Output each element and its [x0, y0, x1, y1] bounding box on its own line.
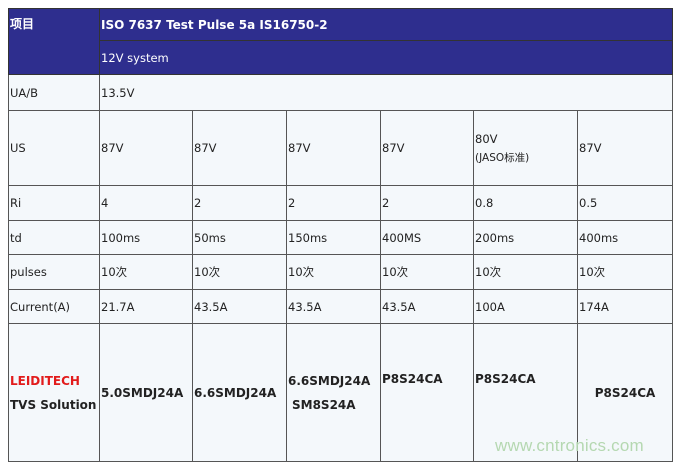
cell: 43.5A: [380, 289, 474, 324]
ua-value: 13.5V: [98, 74, 674, 111]
cell: 200ms: [473, 220, 578, 255]
cell: 10次: [380, 254, 474, 290]
row-us: US 87V 87V 87V 87V 80V (JASO标准) 87V: [8, 110, 674, 186]
cell: 87V: [99, 110, 193, 186]
row-label-current: Current(A): [8, 289, 100, 324]
row-label-ri: Ri: [8, 185, 100, 221]
cell: 87V: [286, 110, 381, 186]
row-current: Current(A) 21.7A 43.5A 43.5A 43.5A 100A …: [8, 289, 674, 324]
cell: 10次: [286, 254, 381, 290]
cell-value-extra: SM8S24A: [292, 397, 356, 412]
cell: 150ms: [286, 220, 381, 255]
cell: 43.5A: [192, 289, 287, 324]
cell: 0.5: [576, 185, 674, 221]
row-ri: Ri 4 2 2 2 0.8 0.5: [8, 185, 674, 221]
cell: 400MS: [380, 220, 474, 255]
cell: 174A: [576, 289, 674, 324]
cell: 6.6SMDJ24A: [192, 323, 287, 462]
row-pulses: pulses 10次 10次 10次 10次 10次 10次: [8, 254, 674, 290]
cell: 80V (JASO标准): [473, 110, 578, 186]
row-label-pulses: pulses: [8, 254, 100, 290]
cell: 2: [192, 185, 287, 221]
item-header: 项目: [8, 8, 100, 75]
cell-value: 6.6SMDJ24A: [288, 373, 371, 388]
cell: 100A: [473, 289, 578, 324]
row-label-td: td: [8, 220, 100, 255]
cell: 87V: [576, 110, 674, 186]
cell: 400ms: [576, 220, 674, 255]
brand-name: LEIDITECH: [10, 373, 80, 388]
cell: 4: [99, 185, 193, 221]
cell: 43.5A: [286, 289, 381, 324]
cell: 50ms: [192, 220, 287, 255]
pulse-table: 项目 ISO 7637 Test Pulse 5a IS16750-2 12V …: [8, 8, 674, 462]
cell: 5.0SMDJ24A: [99, 323, 193, 462]
row-td: td 100ms 50ms 150ms 400MS 200ms 400ms: [8, 220, 674, 255]
cell: 10次: [473, 254, 578, 290]
table-title: ISO 7637 Test Pulse 5a IS16750-2: [98, 8, 674, 41]
cell: 0.8: [473, 185, 578, 221]
row-solution: LEIDITECH TVS Solution 5.0SMDJ24A 6.6SMDJ…: [8, 323, 674, 462]
watermark: www.cntronics.com: [495, 436, 644, 455]
cell: 100ms: [99, 220, 193, 255]
cell: 10次: [576, 254, 674, 290]
row-label-solution: LEIDITECH TVS Solution: [8, 323, 100, 462]
cell: P8S24CA: [380, 323, 474, 462]
cell: 6.6SMDJ24A SM8S24A: [286, 323, 381, 462]
cell: 10次: [192, 254, 287, 290]
row-label-ua: UA/B: [8, 74, 100, 111]
cell: 87V: [192, 110, 287, 186]
cell: 2: [380, 185, 474, 221]
cell-value: 80V: [475, 131, 498, 146]
cell: 21.7A: [99, 289, 193, 324]
solution-label: TVS Solution: [10, 397, 97, 412]
cell: 10次: [99, 254, 193, 290]
system-label: 12V system: [98, 40, 674, 75]
jaso-note: (JASO标准): [475, 151, 530, 164]
cell: 2: [286, 185, 381, 221]
row-label-us: US: [8, 110, 100, 186]
cell: P8S24CA: [473, 323, 578, 462]
cell: P8S24CA: [576, 323, 674, 462]
cell: 87V: [380, 110, 474, 186]
